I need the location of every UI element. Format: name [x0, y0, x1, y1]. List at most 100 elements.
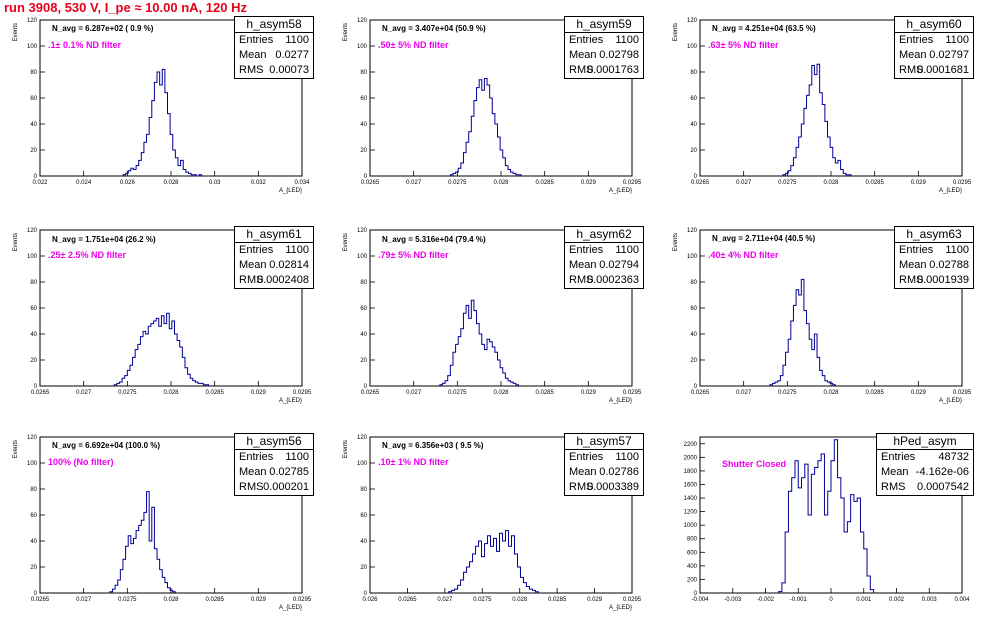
- x-tick-label: 0.002: [889, 597, 905, 603]
- x-tick-label: 0.026: [120, 180, 136, 186]
- stats-title: h_asym59: [565, 17, 643, 33]
- histogram-plot: 0.0265 0.027 0.0275 0.028 0.0285 0.029 0.0295 0…: [673, 18, 972, 194]
- stats-row-entries: Entries 1100: [565, 450, 643, 465]
- y-tick-label: 60: [30, 306, 37, 312]
- stats-row-mean: Mean 0.02798: [565, 48, 643, 63]
- stats-value: 0.02798: [599, 49, 639, 61]
- y-axis-label: Events: [13, 23, 19, 41]
- stats-box: hPed_asym Entries 48732 Mean -4.162e-06 RMS 0.…: [876, 433, 974, 496]
- y-axis-label: Events: [673, 23, 679, 41]
- stats-row-rms: RMS 0.0001681: [895, 63, 973, 78]
- x-tick-label: 0.028: [163, 180, 179, 186]
- stats-row-mean: Mean 0.02814: [235, 258, 313, 273]
- y-tick-label: 120: [27, 228, 38, 234]
- stats-key: Mean: [899, 49, 927, 61]
- y-tick-label: 2000: [684, 455, 698, 461]
- x-tick-label: 0.029: [581, 180, 597, 186]
- stats-title: h_asym63: [895, 227, 973, 243]
- stats-key: RMS: [899, 64, 924, 76]
- histogram-panel-h_asym56: 0.0265 0.027 0.0275 0.028 0.0285 0.029 0.0295 0…: [13, 433, 314, 611]
- y-tick-label: 0: [364, 174, 368, 180]
- x-tick-label: 0.028: [512, 597, 528, 603]
- n-avg-label: N_avg = 5.316e+04 (79.4 %): [382, 235, 486, 244]
- x-tick-label: 0.0275: [778, 180, 797, 186]
- y-tick-label: 80: [360, 280, 367, 286]
- y-tick-label: 200: [687, 577, 698, 583]
- stats-value: 0.0003389: [587, 481, 639, 493]
- y-tick-label: 80: [690, 280, 697, 286]
- y-tick-label: 80: [30, 487, 37, 493]
- y-tick-label: 20: [690, 358, 697, 364]
- stats-row-mean: Mean 0.02786: [565, 465, 643, 480]
- y-tick-label: 0: [34, 174, 38, 180]
- y-tick-label: 120: [357, 435, 368, 441]
- y-tick-label: 2200: [684, 442, 698, 448]
- x-tick-label: 0.029: [251, 390, 267, 396]
- stats-value: 1100: [615, 451, 639, 463]
- stats-row-mean: Mean 0.02794: [565, 258, 643, 273]
- x-tick-label: 0.029: [251, 597, 267, 603]
- x-tick-label: 0.028: [493, 180, 509, 186]
- y-tick-label: 40: [690, 122, 697, 128]
- stats-row-entries: Entries 1100: [895, 243, 973, 258]
- x-tick-label: 0.0295: [953, 390, 972, 396]
- histogram-panel-h_asym63: 0.0265 0.027 0.0275 0.028 0.0285 0.029 0.0295 0…: [673, 226, 974, 404]
- stats-row-entries: Entries 1100: [565, 243, 643, 258]
- stats-title: h_asym61: [235, 227, 313, 243]
- stats-title: h_asym56: [235, 434, 313, 450]
- x-tick-label: 0.022: [32, 180, 48, 186]
- x-axis-label: A_{LED}: [279, 398, 302, 404]
- x-tick-label: 0.034: [294, 180, 310, 186]
- stats-value: 0.0002408: [257, 274, 309, 286]
- stats-key: RMS: [239, 64, 264, 76]
- y-tick-label: 100: [357, 254, 368, 260]
- y-tick-label: 0: [364, 384, 368, 390]
- stats-key: Mean: [569, 49, 597, 61]
- histogram-plot: 0.026 0.0265 0.027 0.0275 0.028 0.0285 0.029 0.…: [343, 435, 642, 611]
- y-tick-label: 120: [687, 228, 698, 234]
- histogram-line: [448, 530, 539, 593]
- stats-title: h_asym60: [895, 17, 973, 33]
- stats-row-rms: RMS 0.00073: [235, 63, 313, 78]
- x-tick-label: 0.0295: [293, 390, 312, 396]
- histogram-plot: 0.0265 0.027 0.0275 0.028 0.0285 0.029 0.0295 0…: [13, 435, 312, 611]
- stats-value: 0.02797: [929, 49, 969, 61]
- stats-row-mean: Mean 0.02785: [235, 465, 313, 480]
- y-tick-label: 20: [30, 148, 37, 154]
- x-tick-label: 0.0295: [623, 597, 642, 603]
- stats-title: h_asym58: [235, 17, 313, 33]
- y-tick-label: 40: [30, 332, 37, 338]
- stats-key: Entries: [881, 451, 916, 463]
- stats-row-entries: Entries 1100: [895, 33, 973, 48]
- y-tick-label: 40: [360, 122, 367, 128]
- y-tick-label: 120: [27, 435, 38, 441]
- x-tick-label: 0.0285: [205, 390, 224, 396]
- x-axis-label: A_{LED}: [609, 605, 632, 611]
- y-axis-label: Events: [343, 233, 349, 251]
- y-tick-label: 0: [34, 384, 38, 390]
- x-tick-label: 0.029: [587, 597, 603, 603]
- histogram-plot: -0.004 -0.003 -0.002 -0.001 0 0.001 0.002 0.003…: [684, 436, 970, 603]
- x-tick-label: 0.0275: [118, 390, 137, 396]
- n-avg-label: N_avg = 6.356e+03 ( 9.5 %): [382, 441, 484, 450]
- stats-key: Mean: [569, 259, 597, 271]
- x-tick-label: -0.003: [724, 597, 742, 603]
- filter-label: .10± 1% ND filter: [378, 457, 449, 467]
- filter-label: .63± 5% ND filter: [708, 40, 779, 50]
- stats-value: 0.0277: [275, 49, 309, 61]
- y-tick-label: 20: [360, 358, 367, 364]
- stats-value: 0.00073: [269, 64, 309, 76]
- x-tick-label: 0.0285: [548, 597, 567, 603]
- stats-value: 0.0001681: [917, 64, 969, 76]
- stats-row-mean: Mean 0.02797: [895, 48, 973, 63]
- stats-key: RMS: [881, 481, 906, 493]
- stats-key: Entries: [899, 244, 934, 256]
- y-tick-label: 60: [360, 96, 367, 102]
- stats-value: 0.0001763: [587, 64, 639, 76]
- x-tick-label: 0.027: [736, 390, 752, 396]
- stats-row-entries: Entries 1100: [235, 33, 313, 48]
- y-tick-label: 120: [687, 18, 698, 24]
- stats-value: 1100: [615, 34, 639, 46]
- y-tick-label: 600: [687, 550, 698, 556]
- histogram-panel-h_asym59: 0.0265 0.027 0.0275 0.028 0.0285 0.029 0.0295 0…: [343, 16, 644, 194]
